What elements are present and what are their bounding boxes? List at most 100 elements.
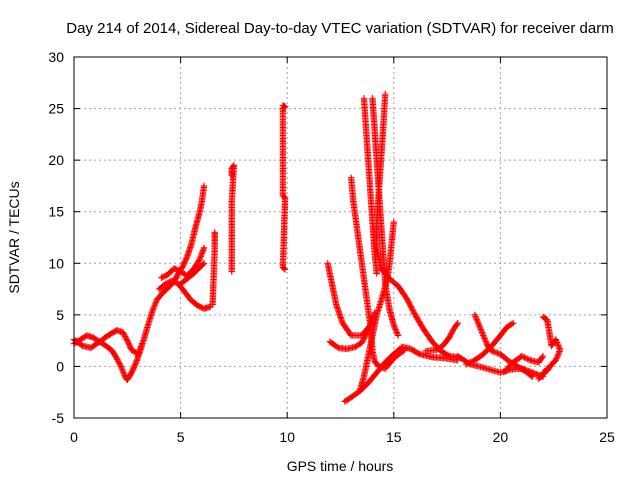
data-point <box>117 363 125 370</box>
data-point <box>132 361 139 368</box>
data-point <box>406 302 414 309</box>
data-point <box>554 352 561 360</box>
data-point <box>447 331 454 338</box>
data-point <box>200 244 208 252</box>
data-point <box>509 319 517 327</box>
series-isolated-a <box>209 229 218 308</box>
data-point <box>356 387 363 395</box>
data-point <box>360 335 368 342</box>
series-track-q <box>463 319 517 368</box>
data-point <box>555 351 562 358</box>
data-point <box>362 332 369 340</box>
data-point <box>149 306 157 313</box>
data-point <box>518 352 525 360</box>
data-point <box>448 328 456 336</box>
data-point <box>525 356 533 363</box>
series-track-c <box>156 277 214 312</box>
data-point <box>538 354 546 361</box>
series-track-g <box>326 327 372 353</box>
data-point <box>472 313 479 320</box>
data-point <box>474 319 482 326</box>
data-point <box>120 369 127 376</box>
data-point <box>150 305 157 312</box>
data-point <box>360 336 367 344</box>
data-point <box>476 323 483 330</box>
data-point <box>479 330 486 338</box>
data-point <box>195 257 203 264</box>
data-point <box>228 268 235 275</box>
series-track-l <box>373 90 461 361</box>
data-point <box>116 361 124 369</box>
series-track-n <box>422 319 461 355</box>
data-point <box>446 332 454 340</box>
data-point <box>555 342 562 349</box>
data-point <box>410 308 417 316</box>
data-point <box>392 326 399 333</box>
data-point <box>477 326 485 333</box>
plot-frame <box>73 56 608 419</box>
x-tick-label: 20 <box>493 429 509 445</box>
y-tick-label: 30 <box>48 49 64 65</box>
data-point <box>391 324 399 332</box>
data-point <box>508 320 516 328</box>
series-track-s <box>539 313 564 376</box>
y-tick-label: 15 <box>48 204 64 220</box>
data-point <box>401 346 408 354</box>
data-point <box>400 347 407 355</box>
series-isolated-b <box>228 162 238 275</box>
data-point <box>393 327 400 335</box>
data-point <box>448 330 455 337</box>
data-point <box>453 321 461 328</box>
data-point <box>151 302 158 309</box>
data-point <box>391 323 398 330</box>
data-point <box>554 340 561 348</box>
data-point <box>200 182 208 190</box>
data-point <box>519 353 527 361</box>
series-track-t <box>535 365 551 383</box>
data-point <box>522 354 530 362</box>
data-point <box>209 301 216 308</box>
data-point <box>544 365 551 372</box>
data-point <box>115 359 122 366</box>
series-track-e <box>177 260 208 288</box>
data-point <box>137 343 145 350</box>
data-point <box>553 339 561 346</box>
data-point <box>280 265 288 272</box>
series-track-d <box>158 244 208 281</box>
data-point <box>529 373 536 380</box>
data-point <box>135 347 143 355</box>
series-track-r <box>501 352 547 375</box>
y-tick-label: 25 <box>48 101 64 117</box>
data-point <box>121 333 129 340</box>
data-point <box>200 260 208 267</box>
data-point <box>139 340 146 347</box>
data-point <box>390 321 397 329</box>
data-point <box>394 330 401 338</box>
data-point <box>553 354 561 361</box>
series-track-i <box>347 174 408 372</box>
data-point <box>120 370 128 377</box>
points-layer <box>70 90 564 405</box>
data-point <box>475 321 483 329</box>
data-point <box>481 336 489 344</box>
data-point <box>114 356 121 363</box>
data-point <box>477 324 484 332</box>
y-tick-label: 5 <box>56 307 64 323</box>
data-point <box>408 304 415 312</box>
data-point <box>281 266 289 273</box>
data-point <box>472 314 480 322</box>
data-point <box>454 319 461 327</box>
data-point <box>475 320 482 327</box>
data-point <box>482 338 489 345</box>
series-track-b <box>70 327 146 358</box>
data-point <box>478 329 486 336</box>
data-point <box>543 366 550 373</box>
data-point <box>411 310 418 317</box>
data-point <box>556 348 563 355</box>
data-point <box>116 360 123 367</box>
x-tick-label: 10 <box>279 429 295 445</box>
data-point <box>464 360 471 367</box>
data-point <box>403 295 410 302</box>
y-tick-label: 10 <box>48 255 64 271</box>
